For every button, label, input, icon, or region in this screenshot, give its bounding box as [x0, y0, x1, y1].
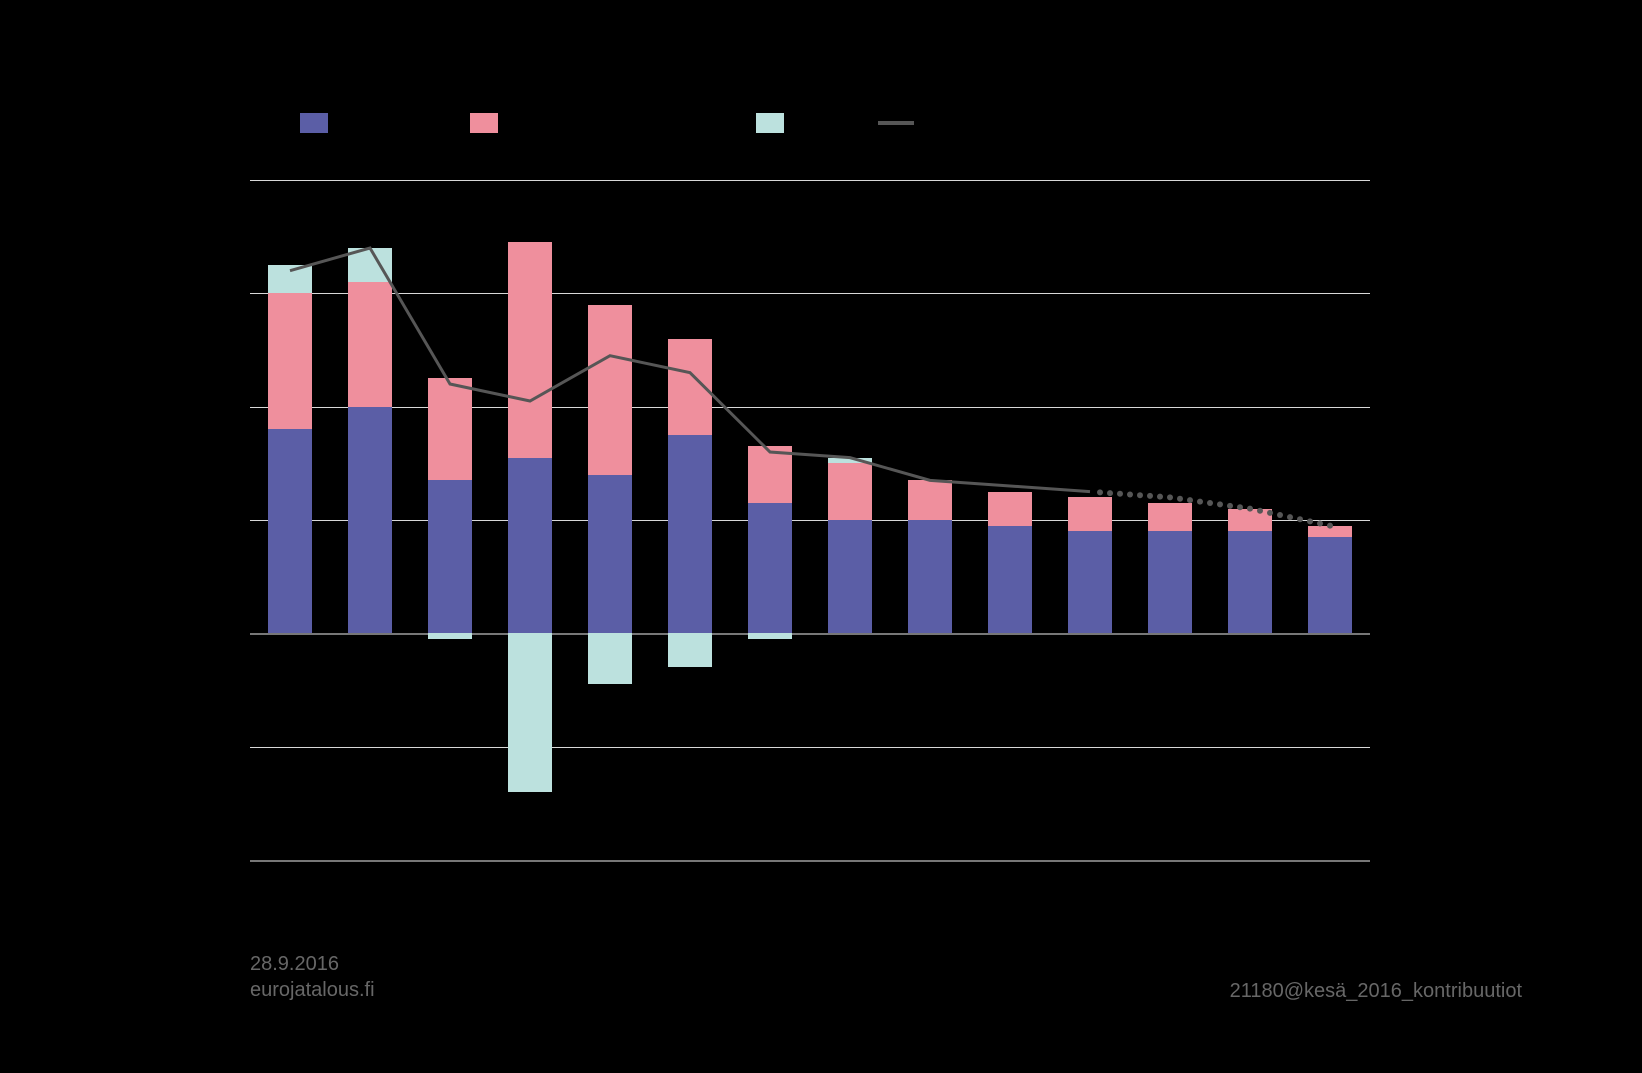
gdp-line-dot [1277, 512, 1283, 518]
y-tick-label: 4 [210, 395, 221, 418]
y-tick-label: 8 [210, 169, 221, 192]
gdp-line-dot [1127, 492, 1133, 498]
legend-swatch [878, 121, 914, 125]
chart-title: Kuvio 37. [250, 30, 367, 62]
gdp-line-dot [1137, 492, 1143, 498]
x-tick-label: 2017 [1228, 870, 1273, 893]
legend-swatch [300, 113, 328, 133]
gdp-line-dot [1097, 489, 1103, 495]
gdp-line-dot [1317, 521, 1323, 527]
gdp-line-dot [1117, 491, 1123, 497]
y-tick-label: 2 [210, 509, 221, 532]
gdp-line-dot [1147, 493, 1153, 499]
footer-date: 28.9.2016 [250, 951, 375, 977]
gdp-line-dot [1307, 518, 1313, 524]
legend-label: BKT:n kasvu [924, 110, 1046, 136]
x-tick-label: 2007 [428, 870, 473, 893]
legend-item: Tuottavuus [300, 110, 446, 136]
legend-item: Työvoimakustannukset [470, 110, 732, 136]
footer-right: 21180@kesä_2016_kontribuutiot [1230, 980, 1522, 1003]
x-tick-label: 2016 [1148, 870, 1193, 893]
y-tick-label: 6 [210, 282, 221, 305]
legend-label: Työvoimakustannukset [508, 110, 732, 136]
gdp-line-dot [1237, 504, 1243, 510]
gdp-line-dot [1247, 506, 1253, 512]
gdp-line-dot [1267, 510, 1273, 516]
x-tick-label: 2018 [1308, 870, 1353, 893]
footer-source: eurojatalous.fi [250, 977, 375, 1003]
y-tick-label: -4 [210, 849, 228, 872]
gdp-line-dot [1187, 497, 1193, 503]
y-tick-label: 0 [210, 622, 221, 645]
line-layer [250, 180, 1370, 860]
gdp-line-dot [1167, 494, 1173, 500]
x-tick-label: 2005 [268, 870, 313, 893]
x-tick-label: 2011 [748, 870, 791, 893]
x-tick-label: 2014 [988, 870, 1033, 893]
gdp-line-dot [1107, 490, 1113, 496]
legend-item: Tunnit [756, 110, 854, 136]
footer-left: 28.9.2016 eurojatalous.fi [250, 951, 375, 1003]
x-tick-label: 2012 [828, 870, 873, 893]
gdp-line-dot [1197, 499, 1203, 505]
gdp-line-dot [1297, 516, 1303, 522]
gdp-line-solid [290, 248, 1090, 492]
gdp-line-dot [1287, 514, 1293, 520]
x-tick-label: 2010 [668, 870, 713, 893]
gdp-line-dot [1207, 500, 1213, 506]
gdp-line-dot [1257, 508, 1263, 514]
x-tick-label: 2008 [508, 870, 553, 893]
chart-container: Kuvio 37. Tuottavuus Työvoimakustannukset… [0, 0, 1642, 1073]
gdp-line-dot [1177, 496, 1183, 502]
x-tick-label: 2015 [1068, 870, 1113, 893]
x-tick-label: 2006 [348, 870, 393, 893]
y-tick-label: -2 [210, 735, 228, 758]
x-tick-label: 2013 [908, 870, 953, 893]
legend-label: Tuottavuus [338, 110, 446, 136]
legend-swatch [470, 113, 498, 133]
legend-label: Tunnit [794, 110, 854, 136]
gdp-line-dot [1227, 503, 1233, 509]
gdp-line-dot [1327, 523, 1333, 529]
legend: Tuottavuus Työvoimakustannukset Tunnit BKT:… [300, 110, 1046, 136]
legend-item: BKT:n kasvu [878, 110, 1046, 136]
x-tick-label: 2009 [588, 870, 633, 893]
gdp-line-dot [1217, 501, 1223, 507]
legend-swatch [756, 113, 784, 133]
gdp-line-dot [1157, 494, 1163, 500]
